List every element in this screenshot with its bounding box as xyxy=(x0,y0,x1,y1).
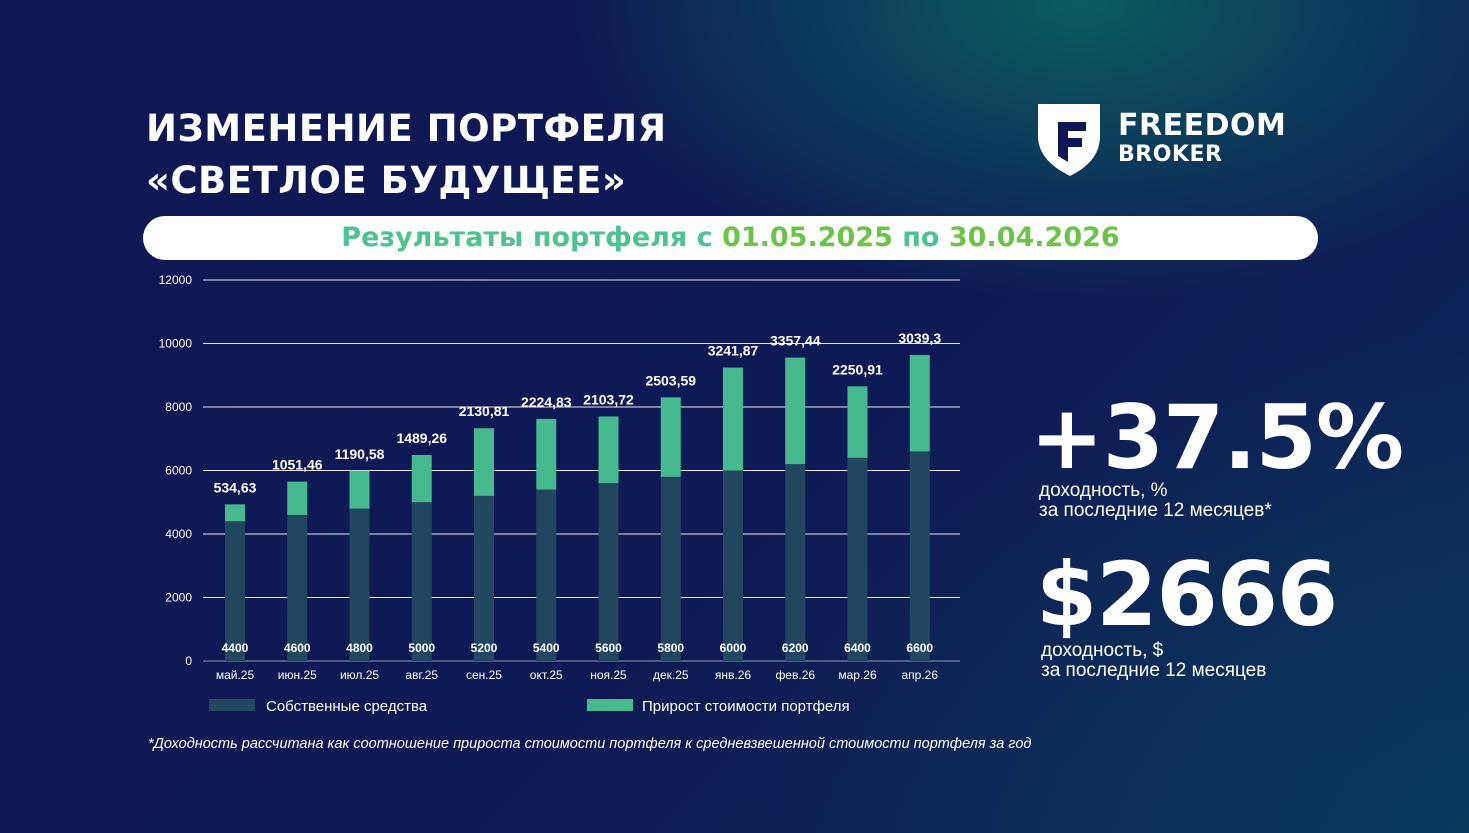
bar-own-funds xyxy=(785,464,806,661)
y-tick-label: 4000 xyxy=(165,527,192,541)
legend-swatch-own-funds xyxy=(209,699,255,711)
portfolio-chart: 0 2000 4000 6000 8000 10000 12000 4400 534,63 май… xyxy=(140,265,980,725)
bar-own-funds xyxy=(723,470,743,661)
y-tick-label: 0 xyxy=(185,654,192,668)
banner-prefix: Результаты портфеля с xyxy=(341,222,723,253)
title-line-1: ИЗМЕНЕНИЕ ПОРТФЕЛЯ xyxy=(146,107,667,150)
x-tick-label: дек.25 xyxy=(653,668,689,682)
banner-date-to: 30.04.2026 xyxy=(948,222,1120,253)
yield-usd-caption-line-2: за последние 12 месяцев xyxy=(1041,660,1267,681)
x-tick-label: янв.26 xyxy=(715,668,752,682)
bar-own-funds xyxy=(909,451,930,661)
yield-percent-caption: доходность, % за последние 12 месяцев* xyxy=(1039,481,1272,521)
bar-own-funds xyxy=(847,457,868,661)
bar-own-funds-label: 4800 xyxy=(346,641,373,655)
y-tick-label: 2000 xyxy=(165,591,192,605)
banner-date-from: 01.05.2025 xyxy=(722,222,893,253)
bar-growth xyxy=(847,386,868,458)
x-tick-label: авг.25 xyxy=(405,668,438,682)
yield-percent-value: +37.5% xyxy=(1030,386,1404,489)
bar-growth xyxy=(536,418,557,490)
bar-growth-label: 3357,44 xyxy=(770,333,821,349)
bar-growth-label: 2130,81 xyxy=(459,403,510,419)
bar-growth-label: 2250,91 xyxy=(832,361,883,377)
bar-own-funds-label: 4600 xyxy=(284,641,311,655)
bar-own-funds xyxy=(536,489,557,661)
x-tick-label: июн.25 xyxy=(278,668,317,682)
bar-growth-label: 2503,59 xyxy=(645,372,696,388)
bar-growth-label: 534,63 xyxy=(214,479,257,495)
footnote: *Доходность рассчитана как соотношение п… xyxy=(148,736,1032,752)
bar-growth-label: 2103,72 xyxy=(583,391,634,407)
bar-growth-label: 1051,46 xyxy=(272,457,323,473)
freedom-broker-logo: FREEDOM BROKER xyxy=(1036,102,1296,182)
bar-growth xyxy=(225,504,245,522)
legend-label-own-funds: Собственные средства xyxy=(266,698,428,715)
y-tick-label: 12000 xyxy=(159,273,193,287)
bar-growth xyxy=(909,354,930,452)
bar-growth xyxy=(349,470,370,509)
y-tick-label: 8000 xyxy=(165,400,192,414)
bar-growth xyxy=(287,481,308,515)
bar-growth xyxy=(723,367,743,471)
yield-usd-value: $2666 xyxy=(1036,543,1338,646)
bar-own-funds-label: 5400 xyxy=(533,641,560,655)
bar-growth xyxy=(785,357,806,465)
bar-own-funds xyxy=(287,514,308,661)
x-tick-label: ноя.25 xyxy=(590,668,627,682)
y-tick-label: 10000 xyxy=(159,337,193,351)
bar-own-funds-label: 5200 xyxy=(471,641,498,655)
yield-usd-caption-line-1: доходность, $ xyxy=(1041,640,1164,661)
portfolio-stacked-bar-chart: 0 2000 4000 6000 8000 10000 12000 4400 534,63 май… xyxy=(159,273,960,715)
bar-own-funds-label: 5600 xyxy=(595,641,622,655)
bar-own-funds-label: 6400 xyxy=(844,641,871,655)
bar-own-funds xyxy=(225,521,245,661)
x-tick-label: окт.25 xyxy=(530,668,563,682)
title-line-2: «СВЕТЛОЕ БУДУЩЕЕ» xyxy=(146,159,627,202)
bar-own-funds xyxy=(598,483,619,661)
logo-line-1: FREEDOM xyxy=(1118,108,1287,143)
x-tick-label: мар.26 xyxy=(838,668,877,682)
bar-own-funds xyxy=(349,508,370,661)
yield-percent-caption-line-2: за последние 12 месяцев* xyxy=(1039,500,1272,521)
shield-logo-icon xyxy=(1038,104,1100,176)
bar-own-funds-label: 6600 xyxy=(906,641,933,655)
bar-own-funds-label: 6000 xyxy=(720,641,747,655)
bar-growth xyxy=(598,416,619,484)
banner-middle: по xyxy=(892,222,949,253)
page-title: ИЗМЕНЕНИЕ ПОРТФЕЛЯ «СВЕТЛОЕ БУДУЩЕЕ» xyxy=(146,103,667,207)
x-tick-label: май.25 xyxy=(216,668,255,682)
bar-growth xyxy=(411,454,432,503)
x-tick-label: июл.25 xyxy=(340,668,379,682)
bar-own-funds-label: 6200 xyxy=(782,641,809,655)
legend-label-growth: Прирост стоимости портфеля xyxy=(642,698,850,715)
bar-own-funds xyxy=(660,476,681,661)
bar-growth-label: 1489,26 xyxy=(396,430,447,446)
logo-line-2: BROKER xyxy=(1118,142,1223,167)
bar-own-funds xyxy=(411,502,432,661)
x-tick-label: сен.25 xyxy=(466,668,502,682)
bar-growth xyxy=(474,428,494,496)
bar-own-funds-label: 4400 xyxy=(222,641,249,655)
bar-growth-label: 3039,3 xyxy=(898,330,941,346)
bar-own-funds xyxy=(474,495,494,661)
bar-growth xyxy=(660,397,681,477)
yield-usd-caption: доходность, $ за последние 12 месяцев xyxy=(1041,641,1266,681)
bar-growth-label: 3241,87 xyxy=(708,343,759,359)
x-tick-label: фев.26 xyxy=(775,668,815,682)
period-banner: Результаты портфеля с 01.05.2025 по 30.0… xyxy=(143,216,1318,260)
y-tick-label: 6000 xyxy=(165,464,192,478)
legend-swatch-growth xyxy=(587,699,633,711)
bar-own-funds-label: 5000 xyxy=(408,641,435,655)
bar-growth-label: 1190,58 xyxy=(335,446,385,462)
bar-growth-label: 2224,83 xyxy=(521,394,572,410)
bar-own-funds-label: 5800 xyxy=(657,641,684,655)
yield-percent-caption-line-1: доходность, % xyxy=(1039,480,1168,501)
x-tick-label: апр.26 xyxy=(901,668,938,682)
